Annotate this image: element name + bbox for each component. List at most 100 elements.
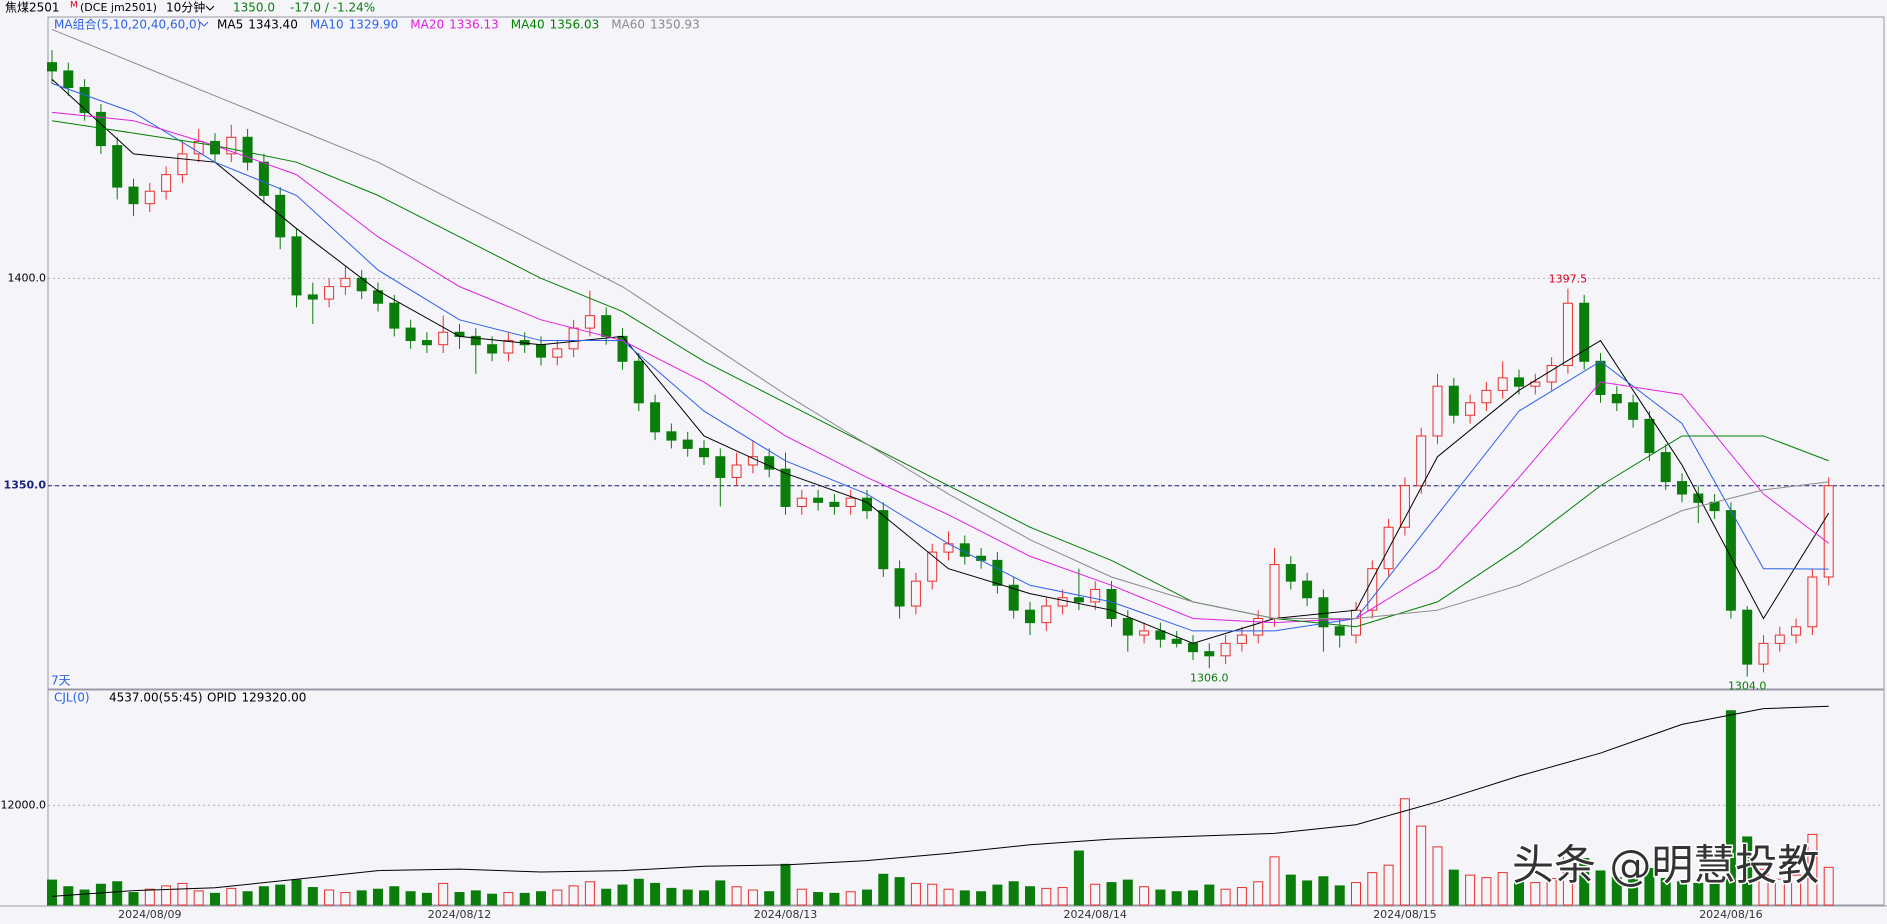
candle-body [1677, 481, 1687, 495]
volume-bar [862, 889, 872, 906]
candle-body [1367, 568, 1378, 611]
candle-body [1579, 302, 1590, 362]
candle-body [1171, 638, 1182, 644]
volume-bar [617, 884, 628, 906]
volume-bar [536, 891, 546, 906]
legend-name: MA40 [511, 18, 545, 32]
y-tick-label: 1400.0 [8, 271, 47, 284]
candle-body [210, 140, 220, 155]
dropdown-arrow[interactable] [199, 21, 209, 27]
indicator-name[interactable]: MA组合(5,10,20,40,60,0) [54, 17, 201, 32]
volume-bar [1204, 884, 1215, 906]
candle-body [112, 145, 123, 188]
candle-body [699, 447, 709, 458]
volume-bar [1807, 833, 1818, 906]
volume-bar [829, 892, 840, 906]
legend-value: 1356.03 [550, 18, 600, 32]
period[interactable]: 10分钟 [166, 0, 205, 15]
candle-body [1514, 377, 1524, 387]
legend-value: 1336.13 [449, 18, 499, 32]
candle-body [894, 568, 905, 607]
volume-bar [731, 886, 742, 906]
candle-body [1660, 452, 1671, 483]
candle-body [1693, 493, 1704, 503]
y-tick-label: 1350.0 [4, 479, 47, 492]
legend-value: 1329.90 [349, 18, 399, 32]
volume-bar [1236, 887, 1247, 906]
candle-body [1269, 564, 1280, 619]
volume-bar [258, 886, 269, 906]
x-tick-label: 2024/08/12 [428, 908, 491, 921]
candle-body [552, 348, 563, 358]
legend-name: MA5 [217, 18, 243, 32]
candle-body [829, 501, 840, 507]
ma-line [51, 111, 1830, 624]
candle-body [1220, 642, 1231, 657]
volume-indicator[interactable]: CJL(0) [54, 691, 90, 705]
volume-bar [650, 882, 661, 906]
candle-body [324, 286, 335, 300]
volume-bar [1416, 825, 1427, 906]
candle-body [226, 136, 237, 155]
code: (DCE jm2501) [80, 1, 157, 14]
candle-body [862, 497, 872, 512]
volume-bar [943, 888, 954, 906]
candle-body [1791, 626, 1802, 636]
dropdown-arrow[interactable] [205, 5, 215, 11]
volume-bar [1399, 798, 1410, 906]
extreme-label: 1397.5 [1549, 273, 1588, 286]
volume-bar [601, 888, 612, 906]
volume-bar [1285, 874, 1296, 906]
y-tick-label: 12000.0 [1, 798, 47, 811]
candle-body [1644, 418, 1655, 454]
candle-body [1204, 651, 1215, 657]
volume-bar [1025, 886, 1035, 906]
symbol[interactable]: 焦煤2501 [5, 1, 60, 15]
volume-bar [487, 893, 498, 906]
volume-bar [1269, 856, 1280, 906]
volume-bar [845, 891, 856, 906]
extreme-label: 1306.0 [1190, 671, 1229, 684]
volume-bar [389, 886, 400, 906]
candle-body [927, 551, 938, 582]
candle-body [1562, 302, 1573, 366]
legend-name: MA60 [611, 18, 645, 32]
candle-body [1285, 564, 1296, 582]
volume-bar [552, 889, 563, 906]
candle-body [63, 70, 74, 89]
ma-line [51, 82, 1829, 632]
volume-bar [193, 890, 204, 906]
volume-bar [976, 891, 987, 906]
volume-bar [1709, 879, 1720, 906]
candle-body [666, 431, 677, 441]
legend-name: OPID [207, 691, 236, 705]
candle-body [780, 468, 791, 507]
volume-bar [715, 880, 726, 906]
volume-bar [780, 863, 791, 906]
candle-body [1807, 576, 1818, 628]
volume-bar [682, 889, 693, 906]
volume-bar [1481, 877, 1492, 906]
candle-body [291, 236, 302, 296]
volume-value: 4537.00(55:45) [109, 691, 203, 705]
volume-bar [324, 889, 335, 906]
volume-bar [1742, 836, 1753, 906]
volume-bar [503, 892, 514, 906]
volume-bar [813, 892, 824, 906]
volume-bar [47, 879, 57, 906]
legend-value: 1350.93 [650, 18, 700, 32]
volume-bar [470, 890, 481, 906]
volume-bar [1448, 869, 1459, 906]
candle-body [1725, 510, 1736, 611]
legend-value: 1343.40 [248, 18, 298, 32]
volume-bar [1171, 891, 1182, 906]
ma-line [51, 28, 1829, 619]
candle-body [731, 464, 742, 478]
volume-bar [405, 891, 416, 906]
x-tick-label: 2024/08/14 [1063, 908, 1126, 921]
volume-bar [95, 883, 106, 906]
volume-bar [1628, 875, 1639, 906]
volume-bar [666, 887, 677, 906]
volume-bar [161, 885, 172, 906]
